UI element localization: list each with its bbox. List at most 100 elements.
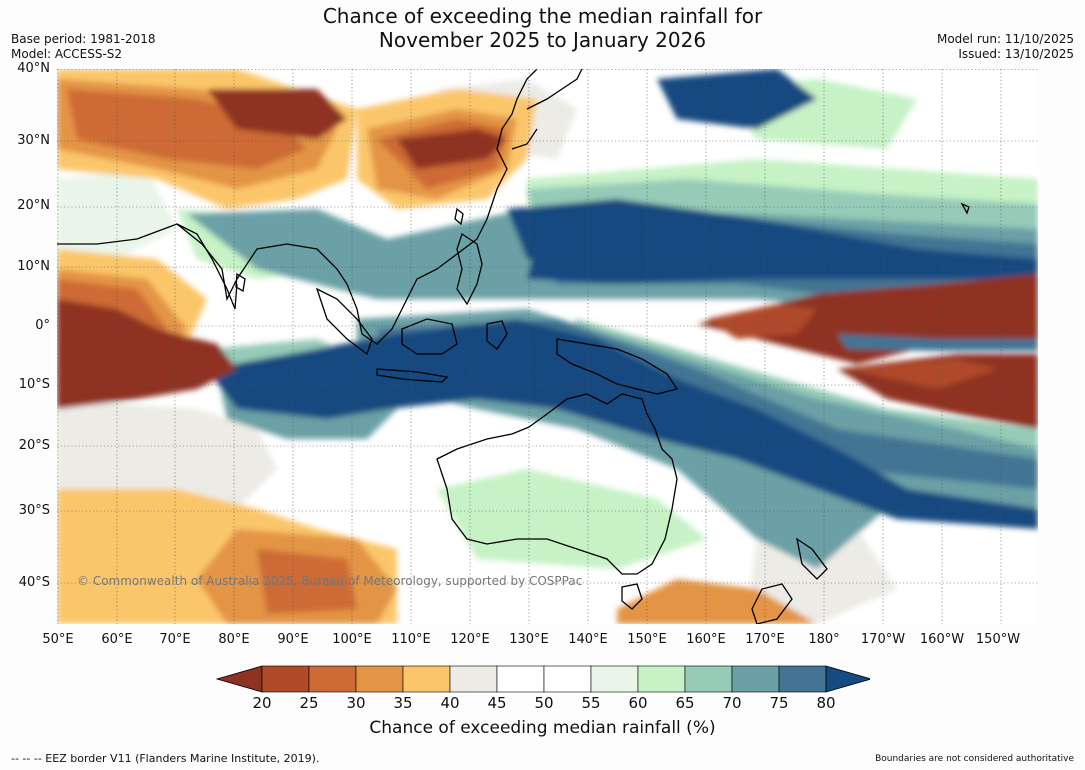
legend-tick-20: 20 (252, 694, 272, 712)
meta-right: Model run: 11/10/2025 Issued: 13/10/2025 (937, 32, 1074, 62)
lon-label-80e: 80°E (218, 632, 250, 647)
lon-label-150e: 150°E (627, 632, 667, 647)
legend-swatch (590, 665, 639, 693)
lon-label-170w: 170°W (860, 632, 906, 647)
new-guinea-coast (556, 338, 679, 395)
legend-tick-55: 55 (581, 694, 601, 712)
legend-tick-70: 70 (722, 694, 742, 712)
lon-label-120e: 120°E (450, 632, 490, 647)
legend-swatch (355, 665, 404, 693)
eez-border-note: -- -- -- EEZ border V11 (Flanders Marine… (11, 752, 320, 765)
legend-tick-40: 40 (440, 694, 460, 712)
legend-tick-75: 75 (769, 694, 789, 712)
legend-swatch (261, 665, 310, 693)
lon-label-110e: 110°E (391, 632, 431, 647)
meta-left: Base period: 1981-2018 Model: ACCESS-S2 (11, 32, 156, 62)
grey-patch (57, 399, 277, 509)
lon-label-150w: 150°W (975, 632, 1021, 647)
legend-tick-45: 45 (487, 694, 507, 712)
darkred-patch (397, 129, 507, 169)
legend-title: Chance of exceeding median rainfall (%) (369, 718, 716, 738)
lat-label-0: 0° (35, 318, 50, 333)
lat-label-40s: 40°S (18, 575, 50, 590)
legend-tick-60: 60 (628, 694, 648, 712)
asia-coast (57, 69, 538, 345)
darkblue-band (657, 69, 817, 129)
darkblue-band (527, 234, 1038, 284)
lon-label-160e: 160°E (686, 632, 726, 647)
legend-swatches (216, 665, 870, 693)
title-line-1: Chance of exceeding the median rainfall … (322, 4, 763, 28)
darkred-patch (847, 359, 997, 389)
lon-label-130e: 130°E (509, 632, 549, 647)
taiwan-coast (454, 207, 464, 226)
lon-label-180: 180° (808, 632, 840, 647)
sumatra-coast (315, 287, 373, 356)
rainfall-map[interactable] (57, 69, 1038, 624)
lon-label-60e: 60°E (101, 632, 133, 647)
coastlines (57, 69, 970, 624)
sulawesi-coast (486, 320, 508, 350)
green-wash (437, 469, 707, 569)
rainfall-field (57, 69, 1038, 624)
rust-patch (257, 549, 357, 614)
darkred-patch (57, 299, 237, 409)
graticule (57, 69, 1038, 624)
tasmania-coast (621, 583, 643, 610)
legend-swatch-under (216, 665, 263, 693)
legend-swatch (449, 665, 498, 693)
lat-label-10s: 10°S (18, 377, 50, 392)
copyright-notice: © Commonwealth of Australia 2025, Bureau… (77, 574, 583, 588)
map-canvas (57, 69, 1038, 624)
legend-tick-65: 65 (675, 694, 695, 712)
legend-tick-30: 30 (346, 694, 366, 712)
legend-colorbar (216, 665, 870, 693)
legend-tick-35: 35 (393, 694, 413, 712)
issued-date: Issued: 13/10/2025 (958, 47, 1074, 61)
legend-swatch (402, 665, 451, 693)
lon-label-100e: 100°E (332, 632, 372, 647)
australia-coast (436, 393, 678, 575)
india-coast (176, 223, 238, 310)
legend-tick-50: 50 (534, 694, 554, 712)
lon-label-90e: 90°E (277, 632, 309, 647)
japan-coast (511, 69, 583, 150)
legend-tick-80: 80 (816, 694, 836, 712)
legend-tick-25: 25 (299, 694, 319, 712)
title-line-2: November 2025 to January 2026 (378, 28, 707, 52)
legend-swatch (496, 665, 545, 693)
lat-label-30s: 30°S (18, 503, 50, 518)
borneo-coast (401, 318, 458, 355)
lon-label-70e: 70°E (159, 632, 191, 647)
lat-label-40n: 40°N (17, 61, 50, 76)
model-run: Model run: 11/10/2025 (936, 32, 1074, 46)
lon-label-160w: 160°W (919, 632, 965, 647)
legend-swatch (731, 665, 780, 693)
lon-label-140e: 140°E (568, 632, 608, 647)
orangedark-patch (617, 579, 817, 624)
philippines-coast (456, 232, 483, 306)
legend-swatch (308, 665, 357, 693)
lat-label-20n: 20°N (17, 198, 50, 213)
map-title: Chance of exceeding the median rainfall … (0, 4, 1085, 52)
darkred-patch (707, 304, 817, 339)
lat-label-10n: 10°N (17, 259, 50, 274)
rust-patch (67, 89, 307, 169)
legend-swatch (684, 665, 733, 693)
model-name: Model: ACCESS-S2 (11, 47, 123, 61)
base-period: Base period: 1981-2018 (11, 32, 156, 46)
java-coast (376, 368, 449, 383)
teal-strip (837, 334, 1038, 351)
lon-label-170e: 170°E (745, 632, 785, 647)
lat-label-20s: 20°S (18, 438, 50, 453)
lon-label-50e: 50°E (42, 632, 74, 647)
hawaii-coast (960, 202, 970, 215)
sri-lanka-coast (235, 272, 246, 293)
legend-swatch (778, 665, 827, 693)
new-zealand-coast (751, 537, 828, 624)
legend-swatch-over (825, 665, 870, 693)
boundaries-disclaimer: Boundaries are not considered authoritat… (875, 754, 1074, 764)
lat-label-30n: 30°N (17, 133, 50, 148)
legend-swatch (543, 665, 592, 693)
legend-swatch (637, 665, 686, 693)
